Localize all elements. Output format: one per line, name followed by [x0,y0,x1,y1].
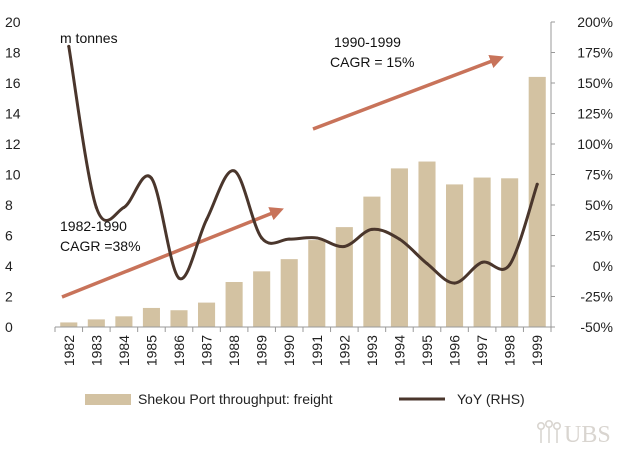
legend: Shekou Port throughput: freight YoY (RHS… [85,391,525,407]
yoy-point-1998 [508,263,512,267]
left-tick-label: 20 [5,14,21,30]
bar-1990 [280,259,298,327]
left-tick-label: 8 [5,197,13,213]
x-tick-label: 1994 [391,335,407,366]
x-tick-label: 1990 [281,335,297,366]
bar-1986 [170,310,188,327]
bar-1998 [501,178,519,327]
yoy-point-1992 [342,244,346,248]
annotation-1990-1999-line2: CAGR = 15% [330,54,414,70]
yoy-point-1999 [535,182,539,186]
right-tick-label: 175% [577,45,613,61]
bar-1987 [198,302,216,327]
right-tick-label: 200% [577,14,613,30]
right-tick-label: 50% [585,197,613,213]
right-tick-label: -25% [580,289,613,305]
yoy-point-1995 [425,262,429,266]
yoy-point-1986 [177,276,181,280]
bar-1985 [142,307,160,327]
yoy-point-1982 [67,44,71,48]
x-tick-label: 1982 [61,335,77,366]
annotation-1990-1999-line1: 1990-1999 [334,34,401,50]
right-tick-label: 100% [577,136,613,152]
x-tick-label: 1987 [199,335,215,366]
arrow-1990-1999 [312,54,504,131]
left-axis-unit-label: m tonnes [60,30,118,46]
legend-bar-swatch [85,394,131,405]
yoy-point-1985 [149,176,153,180]
left-tick-label: 4 [5,258,13,274]
legend-line-label: YoY (RHS) [457,391,525,407]
yoy-point-1996 [453,281,457,285]
yoy-point-1997 [480,260,484,264]
yoy-point-1993 [370,227,374,231]
x-tick-label: 1998 [502,335,518,366]
left-tick-label: 6 [5,228,13,244]
bar-1984 [115,316,133,327]
x-tick-label: 1983 [88,335,104,366]
bar-1999 [528,76,546,328]
bars-layer [60,76,546,328]
bar-1997 [473,177,491,327]
left-tick-label: 2 [5,289,13,305]
bar-1995 [418,161,436,327]
x-tick-label: 1985 [143,335,159,366]
yoy-point-1994 [397,237,401,241]
right-tick-label: 25% [585,228,613,244]
line-layer [67,44,539,285]
left-tick-label: 16 [5,75,21,91]
right-tick-label: 125% [577,106,613,122]
left-tick-label: 12 [5,136,21,152]
x-tick-label: 1995 [419,335,435,366]
x-tick-label: 1997 [474,335,490,366]
left-tick-label: 14 [5,106,21,122]
right-tick-label: 0% [593,258,613,274]
x-tick-label: 1996 [447,335,463,366]
axes-layer: 0 2 4 6 8 10 12 14 16 18 20 -50% -25% 0% 25% 50% 75% 100%… [5,14,613,366]
bar-1993 [363,196,381,327]
yoy-point-1987 [205,218,209,222]
yoy-point-1989 [260,236,264,240]
yoy-point-1990 [287,237,291,241]
x-tick-label: 1986 [171,335,187,366]
bar-1982 [60,322,78,327]
legend-bar-label: Shekou Port throughput: freight [138,391,333,407]
bar-1988 [225,282,243,327]
x-tick-label: 1988 [226,335,242,366]
bar-1991 [308,240,326,327]
left-tick-label: 18 [5,45,21,61]
x-tick-label: 1989 [254,335,270,366]
bar-1992 [335,227,353,327]
bar-1994 [390,168,408,327]
yoy-point-1991 [315,236,319,240]
x-tick-label: 1993 [364,335,380,366]
ubs-keys-icon [536,419,561,443]
left-tick-label: 10 [5,167,21,183]
yoy-point-1983 [94,205,98,209]
x-tick-label: 1991 [309,335,325,366]
right-tick-label: -50% [580,319,613,335]
x-tick-label: 1992 [336,335,352,366]
right-tick-label: 150% [577,75,613,91]
annotation-1982-1990-line1: 1982-1990 [60,218,127,234]
x-tick-label: 1999 [529,335,545,366]
x-tick-label: 1984 [116,335,132,366]
ubs-logo: UBS [536,419,611,448]
yoy-point-1988 [232,169,236,173]
left-tick-label: 0 [5,319,13,335]
bar-1989 [253,271,271,327]
yoy-point-1984 [122,205,126,209]
bar-1996 [446,184,464,327]
right-tick-label: 75% [585,167,613,183]
annotation-1982-1990-line2: CAGR =38% [60,238,141,254]
ubs-logo-text: UBS [564,422,611,448]
bar-1983 [87,319,105,328]
